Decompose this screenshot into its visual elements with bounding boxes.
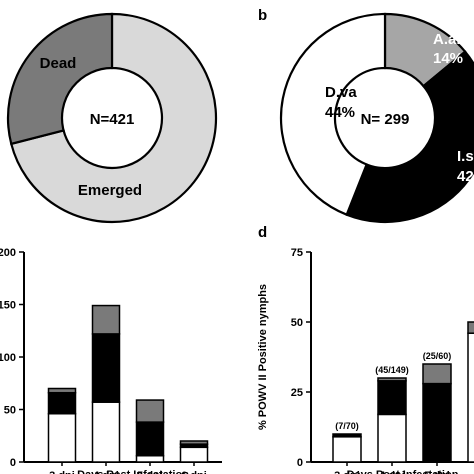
panel-d-bar-segment: [467, 332, 474, 463]
panel-d-bar-segment: [377, 380, 407, 416]
panel-d-ytick-label: 25: [291, 387, 303, 399]
panel-d-bar-label: (45/149): [375, 365, 409, 375]
panel-c-ytick-label: 150: [0, 300, 16, 312]
panel-d-xtick-label: 3 dpi: [334, 470, 360, 474]
donut-b-label-aam: A.am: [433, 31, 470, 48]
donut-a-slice-emerged: [9, 12, 218, 224]
panel-d-bar-segment: [332, 436, 362, 463]
panel-c-ytick-label: 100: [0, 352, 16, 364]
panel-c-bar-segment: [91, 401, 121, 463]
donut-a-label-emerged: Emerged: [78, 182, 142, 199]
panel-d-bar-segment: [422, 382, 452, 463]
panel-c-xtick-label: 4 dpi: [93, 470, 119, 474]
panel-letter-d: d: [258, 224, 267, 241]
donut-b-pct-aam: 14%: [433, 50, 463, 67]
donut-a-label-dead: Dead: [40, 55, 77, 72]
panel-d-y-axis-title: % POWV II Positive nymphs: [257, 284, 269, 430]
panel-d-x-axis-title: Days Post Infestation: [347, 469, 459, 474]
donut-b-label-is: I.s: [457, 148, 474, 165]
panel-d-bar-segment: [332, 433, 362, 438]
panel-c-bar-segment: [135, 454, 165, 463]
panel-d-bar-segment: [377, 377, 407, 382]
panel-c-xtick-label: 3 dpi: [49, 470, 75, 474]
panel-c-bar-segment: [47, 387, 77, 394]
panel-c-ytick-label: 50: [4, 405, 16, 417]
donut-b-slice-dva: [279, 12, 387, 217]
donut-b-slice-is: [345, 50, 474, 224]
panel-d-xtick-label: 4 dpi: [379, 470, 405, 474]
panel-d-bar-segment: [467, 321, 474, 334]
panel-c-ytick-label: 0: [10, 457, 16, 469]
bar-chart-c: 0 50 100 150 200 3 dpi 4 dpi 5 dpi 6 dpiDays Pos…: [0, 247, 222, 474]
bar-chart-d: 0 25 50 75 3 dpi (7/70) 4 dpi (45/149) 5 dpi (25/…: [257, 247, 474, 474]
panel-d-ytick-label: 50: [291, 317, 303, 329]
donut-b-pct-is: 42: [457, 168, 474, 185]
donut-b-label-dva: D.va: [325, 84, 357, 101]
panel-c-xtick-label: 5 dpi: [137, 470, 163, 474]
donut-chart-b: A.am 14% I.s 42 D.va 44% N= 299: [279, 12, 474, 224]
panel-c-bar-segment: [91, 304, 121, 335]
panel-d-bar-label: (25/60): [423, 351, 452, 361]
panel-c-bar-segment: [47, 391, 77, 415]
donut-a-center-label: N=421: [90, 111, 135, 128]
panel-c-bar-segment: [135, 399, 165, 423]
panel-d-xtick-label: 5 dpi: [424, 470, 450, 474]
panel-c-bar-segment: [91, 333, 121, 403]
donut-b-center-label: N= 299: [361, 111, 410, 128]
donut-b-pct-dva: 44%: [325, 104, 355, 121]
panel-d-bar-segment: [377, 413, 407, 463]
panel-d-bar-segment: [422, 363, 452, 385]
panel-d-ytick-label: 0: [297, 457, 303, 469]
panel-d-bar-label: (7/70): [335, 421, 359, 431]
panel-c-xtick-label: 6 dpi: [181, 470, 207, 474]
panel-c-bar-segment: [179, 440, 209, 445]
donut-a-slice-dead: [6, 12, 114, 146]
panel-c-bar-segment: [179, 446, 209, 463]
donut-chart-a: Emerged Dead N=421: [6, 12, 218, 224]
panel-letter-b: b: [258, 7, 267, 24]
panel-c-ytick-label: 200: [0, 247, 16, 259]
panel-c-x-axis-title: Days Post Infestation: [77, 469, 189, 474]
panel-c-bar-segment: [47, 412, 77, 463]
panel-c-bar-segment: [135, 421, 165, 457]
panel-d-ytick-label: 75: [291, 247, 303, 259]
